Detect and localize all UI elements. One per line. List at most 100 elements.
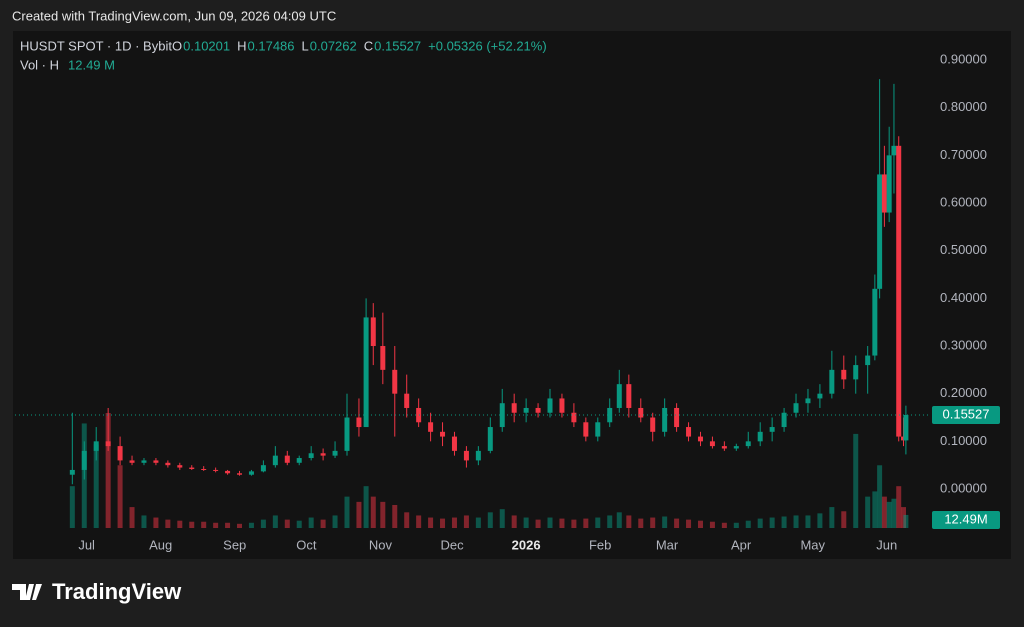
volume-bar [93, 444, 99, 528]
x-tick-label: Feb [589, 537, 611, 552]
x-tick-label: Sep [223, 537, 246, 552]
candle-body [793, 403, 799, 413]
candle-body [805, 398, 811, 404]
volume-bar [571, 519, 577, 528]
volume-bar [428, 517, 434, 528]
candle-body [733, 446, 739, 449]
candle-body [583, 422, 589, 437]
candle-body [392, 369, 398, 394]
volume-bar [129, 507, 135, 528]
volume-bar [332, 515, 338, 528]
volume-bar [865, 496, 871, 528]
volume-bar [356, 501, 362, 528]
candle-body [332, 450, 338, 456]
volume-bar [769, 517, 775, 528]
candle-body [616, 384, 622, 408]
x-tick-label: Nov [369, 537, 393, 552]
volume-bar [709, 521, 715, 528]
candle-body [105, 441, 111, 447]
x-tick-label: Aug [149, 537, 172, 552]
candle-body [93, 441, 99, 451]
candle-body [69, 469, 75, 475]
candle-body [872, 288, 878, 356]
candle-body [177, 465, 183, 468]
candle-body [891, 145, 897, 156]
volume-bar [881, 496, 887, 528]
volume-bar [177, 520, 183, 528]
candle-body [559, 398, 565, 413]
x-tick-label: 2026 [512, 537, 541, 552]
volume-bar [721, 522, 727, 528]
candle-body [638, 407, 644, 418]
volume-bar [260, 519, 266, 528]
candle-body [547, 398, 553, 413]
legend: HUSDT SPOT · 1D · Bybit Vol · H 12.49 M … [20, 38, 547, 72]
candle-body [709, 441, 715, 447]
ohlc-key: H [237, 38, 246, 53]
candle-body [416, 407, 422, 423]
volume-tag [932, 511, 1000, 529]
candle-body [189, 467, 195, 469]
candle-body [370, 317, 376, 347]
candle-body [440, 431, 446, 437]
candle-body [781, 412, 787, 428]
y-tick-label: 0.20000 [940, 385, 987, 400]
volume-bar [440, 518, 446, 528]
volume-bar [201, 521, 207, 528]
candle-body [535, 407, 541, 413]
candle-body [650, 417, 656, 432]
ohlc-value: 0.07262 [310, 38, 357, 53]
x-tick-label: Mar [656, 537, 679, 552]
last-price-tag [932, 406, 1000, 424]
candle-body [81, 450, 87, 470]
volume-bar [153, 517, 159, 528]
volume-bar [296, 520, 302, 528]
volume-bar [117, 465, 123, 528]
candle-body [674, 407, 680, 428]
chart-pane [13, 31, 1011, 559]
candles [69, 79, 909, 528]
ohlc-key: C [364, 38, 373, 53]
change: +0.05326 (+52.21%) [428, 38, 547, 53]
volume-bar [547, 517, 553, 528]
candle-body [165, 462, 171, 466]
candle-body [356, 417, 362, 428]
candle-body [308, 453, 314, 459]
volume-bar [284, 519, 290, 528]
volume-bar [781, 516, 787, 528]
symbol-title: HUSDT SPOT · 1D · Bybit [20, 38, 172, 53]
candle-body [853, 365, 859, 380]
volume-bar [225, 522, 231, 528]
candle-body [626, 384, 632, 408]
logo-icon [12, 584, 42, 600]
logo: TradingView [12, 579, 182, 604]
volume-bar [697, 520, 703, 528]
volume-bar [817, 513, 823, 528]
volume-bar [487, 512, 493, 528]
volume-bar [877, 465, 883, 528]
ohlc-value: 0.17486 [248, 38, 295, 53]
volume-bar [523, 517, 529, 528]
candle-body [428, 422, 434, 432]
ohlc-value: 0.10201 [183, 38, 230, 53]
ohlc-value: 0.15527 [374, 38, 421, 53]
volume-bar [686, 519, 692, 528]
candle-body [487, 427, 493, 451]
volume-bar [841, 511, 847, 528]
candle-body [129, 460, 135, 463]
candle-body [463, 450, 469, 461]
candle-body [451, 436, 457, 451]
volume-bar [404, 512, 410, 528]
volume-bar [662, 516, 668, 528]
candle-body [248, 471, 254, 475]
volume-bar [616, 512, 622, 528]
candle-body [201, 468, 207, 470]
volume-bar [583, 518, 589, 528]
candle-body [260, 465, 266, 472]
volume-bar [363, 486, 369, 528]
volume-bar [165, 519, 171, 528]
y-tick-label: 0.30000 [940, 337, 987, 352]
volume-bar [451, 517, 457, 528]
candle-body [886, 155, 892, 213]
